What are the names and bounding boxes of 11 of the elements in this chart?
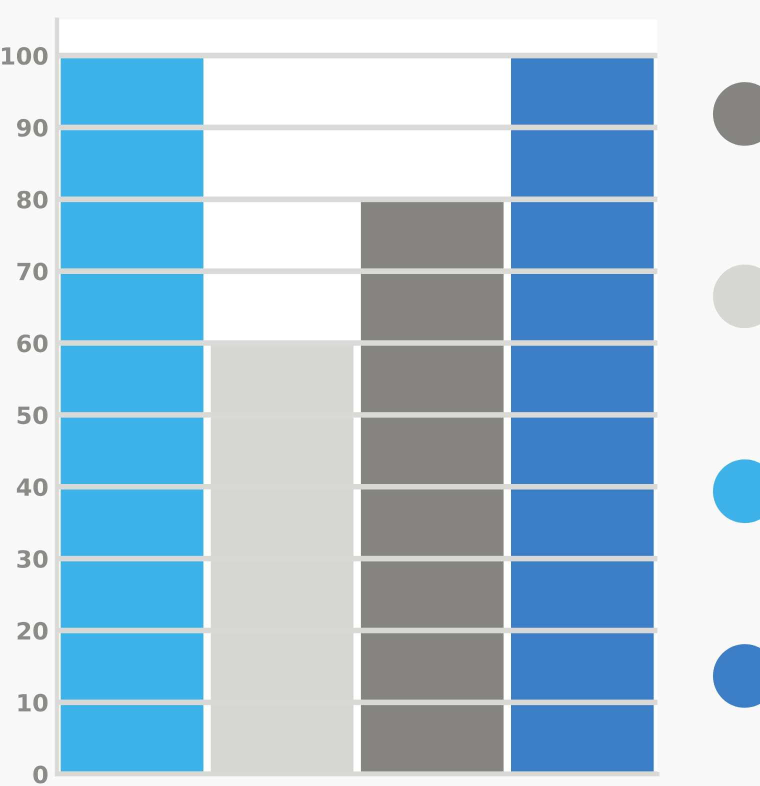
- y-tick-label: 20: [18, 622, 48, 640]
- y-tick-label: 90: [17, 118, 48, 137]
- y-tick-label: 0: [33, 766, 48, 784]
- y-tick-label: 80: [17, 190, 48, 209]
- y-tick-label: 40: [16, 478, 48, 496]
- y-tick-label: 100: [2, 47, 48, 65]
- y-tick-label: 30: [17, 550, 48, 568]
- y-tick-label: 10: [18, 694, 48, 712]
- y-tick-label: 50: [18, 406, 48, 424]
- y-tick-label: 60: [17, 334, 48, 352]
- y-tick-label: 70: [17, 262, 48, 280]
